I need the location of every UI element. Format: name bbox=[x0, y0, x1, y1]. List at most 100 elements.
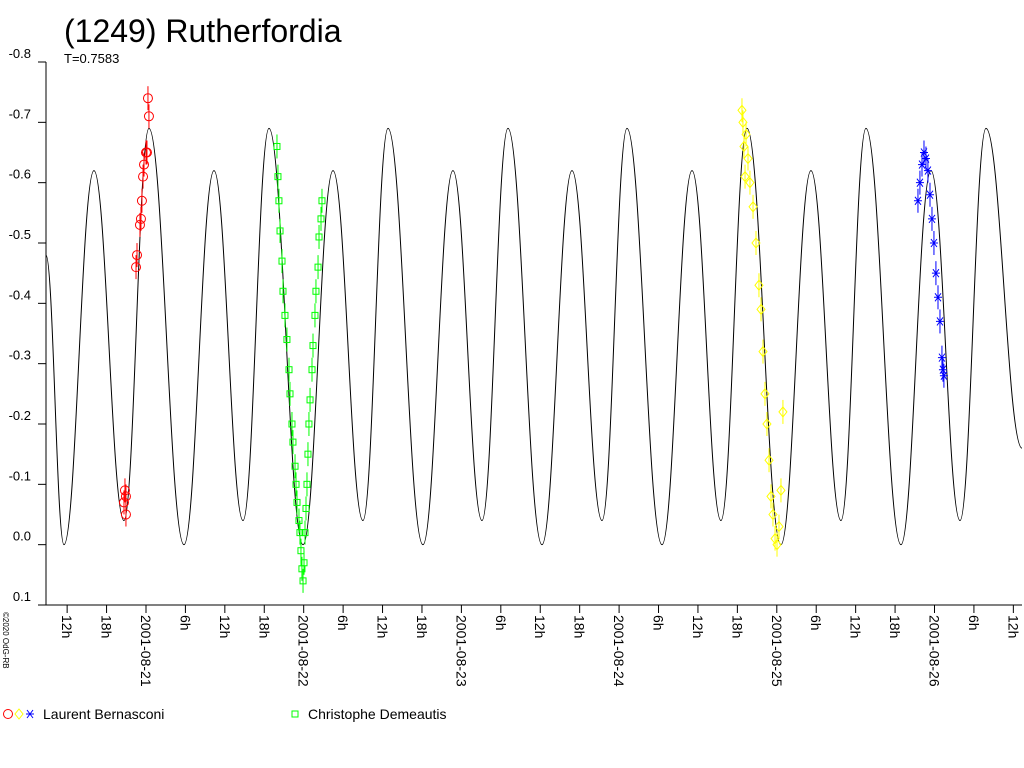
data-point bbox=[299, 577, 307, 585]
data-point bbox=[142, 93, 153, 104]
x-tick-label: 2001-08-25 bbox=[769, 615, 785, 687]
data-point bbox=[289, 438, 297, 446]
legend-marker bbox=[14, 708, 24, 720]
credit: ©2020 OdG-RB bbox=[1, 612, 10, 669]
x-tick-label: 2001-08-24 bbox=[611, 615, 627, 687]
data-point bbox=[286, 390, 294, 398]
data-point bbox=[305, 420, 313, 428]
data-point bbox=[939, 371, 948, 381]
data-point bbox=[278, 257, 286, 265]
data-point bbox=[274, 173, 282, 181]
y-tick-label: -0.7 bbox=[9, 106, 31, 121]
data-point bbox=[288, 420, 296, 428]
data-point bbox=[296, 529, 304, 537]
data-point bbox=[275, 197, 283, 205]
data-point bbox=[304, 450, 312, 458]
data-point bbox=[285, 366, 293, 374]
data-point bbox=[139, 159, 150, 170]
data-point bbox=[300, 559, 308, 567]
data-point bbox=[314, 263, 322, 271]
data-point bbox=[772, 538, 782, 551]
x-tick-label: 2001-08-22 bbox=[296, 615, 312, 687]
y-tick-label: 0.0 bbox=[13, 529, 31, 544]
legend-marker bbox=[26, 709, 34, 719]
chart-title: (1249) Rutherfordia bbox=[64, 13, 342, 49]
x-tick-label: 6h bbox=[335, 615, 351, 631]
data-point bbox=[308, 366, 316, 374]
fit-curve bbox=[46, 127, 1022, 546]
data-point bbox=[768, 508, 778, 521]
data-point bbox=[776, 484, 786, 497]
data-point bbox=[915, 178, 924, 187]
data-point bbox=[136, 195, 147, 206]
data-point bbox=[283, 336, 291, 344]
data-point bbox=[745, 176, 755, 189]
x-tick-label: 12h bbox=[1005, 615, 1021, 638]
data-point bbox=[737, 104, 747, 117]
x-tick-label: 18h bbox=[729, 615, 745, 638]
data-point bbox=[276, 227, 284, 235]
data-point bbox=[317, 215, 325, 223]
data-point bbox=[120, 491, 131, 502]
x-tick-label: 12h bbox=[217, 615, 233, 638]
data-point bbox=[762, 418, 772, 430]
y-tick-label: -0.1 bbox=[9, 468, 31, 483]
x-tick-label: 18h bbox=[887, 615, 903, 638]
data-point bbox=[292, 480, 300, 488]
y-tick-label: -0.4 bbox=[9, 287, 31, 302]
x-tick-label: 18h bbox=[99, 615, 115, 638]
data-point bbox=[743, 152, 753, 165]
data-point bbox=[754, 279, 764, 292]
data-point bbox=[306, 396, 314, 404]
data-point bbox=[935, 317, 944, 326]
data-point bbox=[741, 128, 751, 141]
y-tick-label: -0.3 bbox=[9, 348, 31, 363]
data-point bbox=[311, 311, 319, 319]
data-point bbox=[138, 171, 149, 182]
data-point bbox=[318, 197, 326, 205]
x-tick-label: 6h bbox=[808, 615, 824, 631]
x-tick-label: 12h bbox=[59, 615, 75, 638]
data-point bbox=[764, 454, 774, 467]
x-tick-label: 2001-08-26 bbox=[926, 615, 942, 687]
legend-label: Laurent Bernasconi bbox=[43, 706, 164, 722]
y-tick-label: -0.2 bbox=[9, 408, 31, 423]
data-point bbox=[135, 213, 146, 224]
y-tick-label: -0.6 bbox=[9, 167, 31, 182]
x-tick-label: 12h bbox=[375, 615, 391, 638]
data-point bbox=[118, 497, 129, 508]
x-tick-label: 2001-08-21 bbox=[138, 615, 154, 687]
data-point bbox=[315, 233, 323, 241]
data-point bbox=[131, 262, 142, 273]
data-point bbox=[934, 293, 943, 302]
x-tick-label: 18h bbox=[572, 615, 588, 638]
legend-label: Christophe Demeautis bbox=[308, 706, 447, 722]
legend-marker bbox=[291, 710, 299, 718]
data-point bbox=[281, 311, 289, 319]
data-point bbox=[758, 345, 768, 358]
data-point bbox=[302, 504, 310, 512]
data-point bbox=[279, 287, 287, 295]
y-tick-label: -0.8 bbox=[9, 46, 31, 61]
x-tick-label: 2001-08-23 bbox=[453, 615, 469, 687]
data-point bbox=[740, 170, 750, 183]
data-point bbox=[756, 303, 766, 316]
data-point bbox=[301, 529, 309, 537]
data-point bbox=[303, 480, 311, 488]
data-point bbox=[738, 116, 748, 129]
data-point bbox=[295, 517, 303, 525]
x-tick-label: 18h bbox=[256, 615, 272, 638]
data-point bbox=[913, 196, 922, 206]
data-point bbox=[141, 147, 152, 158]
chart-subtitle: T=0.7583 bbox=[64, 51, 119, 66]
data-point bbox=[309, 342, 317, 350]
data-point bbox=[297, 547, 305, 555]
x-tick-label: 12h bbox=[532, 615, 548, 638]
x-tick-label: 18h bbox=[414, 615, 430, 638]
x-tick-label: 6h bbox=[651, 615, 667, 631]
data-point bbox=[293, 498, 301, 506]
x-tick-label: 12h bbox=[848, 615, 864, 638]
y-tick-label: 0.1 bbox=[13, 589, 31, 604]
data-point bbox=[751, 237, 761, 249]
